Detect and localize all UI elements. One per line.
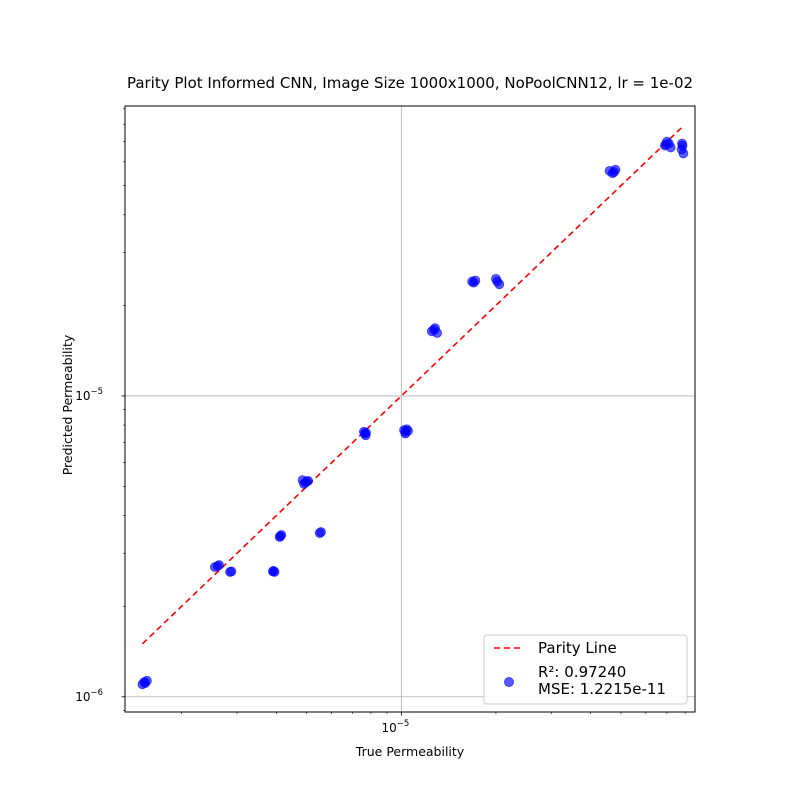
scatter-point [678, 148, 689, 159]
x-tick-label: 10−5 [381, 719, 409, 735]
scatter-point [275, 531, 286, 542]
chart-title: Parity Plot Informed CNN, Image Size 100… [127, 74, 693, 92]
scatter-point [140, 678, 151, 689]
x-axis-label: True Permeability [355, 744, 465, 759]
scatter-point [468, 277, 479, 288]
scatter-point [400, 428, 411, 439]
legend-mse-label: MSE: 1.2215e-11 [538, 680, 666, 698]
scatter-point [226, 566, 237, 577]
scatter-point [429, 324, 439, 335]
y-axis-label: Predicted Permeability [60, 334, 75, 475]
scatter-point [492, 276, 503, 287]
scatter-point [609, 167, 619, 177]
legend-r2-label: R²: 0.97240 [538, 663, 626, 681]
legend-parity-label: Parity Line [538, 639, 617, 657]
grid-lines [125, 106, 695, 712]
scatter-point [361, 427, 371, 438]
scatter-point [677, 138, 687, 149]
legend-box [483, 634, 688, 705]
legend: Parity Line R²: 0.97240 MSE: 1.2215e-11 [483, 634, 688, 705]
scatter-point [214, 560, 224, 570]
legend-scatter-swatch [504, 677, 514, 687]
scatter-point [268, 566, 279, 576]
y-tick-label: 10−5 [75, 387, 103, 403]
plot-area [137, 126, 689, 690]
y-tick-label: 10−6 [75, 688, 103, 704]
parity-line [141, 126, 683, 645]
scatter-point [316, 527, 326, 537]
plot-frame [124, 105, 696, 713]
scatter-point [661, 139, 671, 150]
scatter-point [299, 479, 309, 489]
